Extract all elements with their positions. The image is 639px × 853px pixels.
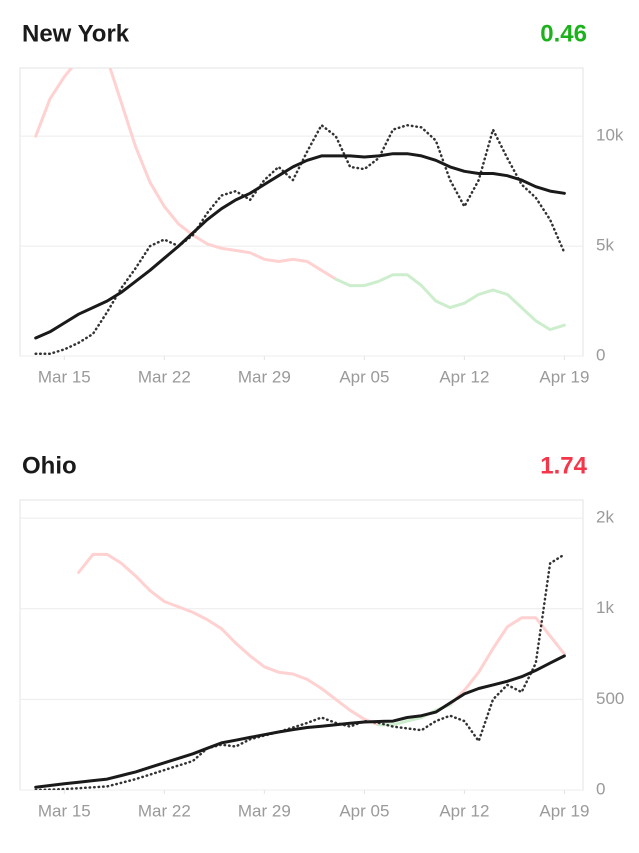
series-line bbox=[77, 552, 566, 727]
y-tick-label: 5k bbox=[596, 236, 614, 255]
x-tick-label: Apr 05 bbox=[339, 367, 389, 386]
rt-value: 1.74 bbox=[540, 452, 587, 479]
x-tick-label: Apr 19 bbox=[539, 367, 589, 386]
plot-frame bbox=[19, 67, 584, 357]
x-tick-label: Mar 29 bbox=[238, 801, 291, 820]
x-tick-label: Mar 22 bbox=[138, 801, 191, 820]
y-tick-label: 10k bbox=[596, 126, 624, 145]
x-tick-label: Apr 12 bbox=[439, 801, 489, 820]
x-tick-label: Apr 05 bbox=[339, 801, 389, 820]
x-tick-label: Apr 19 bbox=[539, 801, 589, 820]
series-line bbox=[34, 654, 566, 789]
x-tick-label: Mar 22 bbox=[138, 367, 191, 386]
rt-value: 0.46 bbox=[540, 20, 587, 47]
x-tick-label: Mar 15 bbox=[38, 801, 91, 820]
chart-title: New York bbox=[22, 20, 130, 47]
y-tick-label: 0 bbox=[596, 345, 605, 364]
y-tick-label: 500 bbox=[596, 689, 624, 708]
y-tick-label: 1k bbox=[596, 598, 614, 617]
x-tick-label: Mar 15 bbox=[38, 367, 91, 386]
series-line bbox=[34, 152, 566, 340]
series-line bbox=[34, 553, 566, 790]
y-tick-label: 0 bbox=[596, 779, 605, 798]
series-line bbox=[34, 123, 566, 356]
x-tick-label: Mar 29 bbox=[238, 367, 291, 386]
series-line bbox=[334, 273, 566, 332]
series-line bbox=[34, 68, 338, 281]
plot-frame bbox=[19, 499, 584, 791]
x-tick-label: Apr 12 bbox=[439, 367, 489, 386]
y-tick-label: 2k bbox=[596, 508, 614, 527]
chart-title: Ohio bbox=[22, 452, 77, 479]
